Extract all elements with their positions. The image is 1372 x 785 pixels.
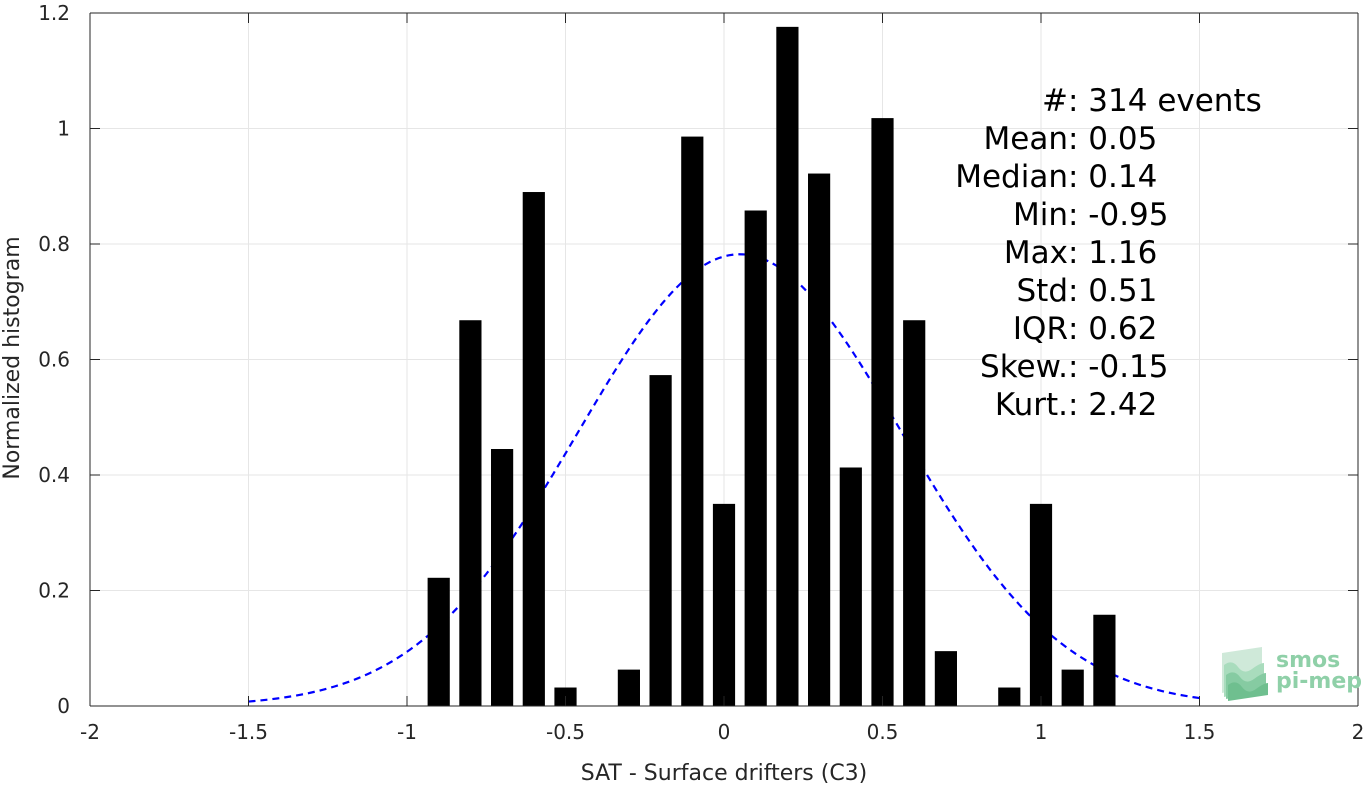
histogram-bar bbox=[776, 26, 799, 707]
normal-fit-curve-group bbox=[248, 253, 1200, 703]
y-tick-label: 0.2 bbox=[38, 579, 70, 603]
stat-value: : 0.14 bbox=[1068, 159, 1157, 195]
stat-label: IQR bbox=[1013, 311, 1068, 347]
y-tick-label: 0 bbox=[57, 694, 70, 718]
y-tick-label: 0.6 bbox=[38, 348, 70, 372]
stat-label: Std bbox=[1016, 273, 1068, 309]
stat-label: Skew. bbox=[980, 349, 1068, 385]
histogram-bar bbox=[998, 687, 1021, 706]
stat-value: : 0.62 bbox=[1068, 311, 1157, 347]
histogram-bar bbox=[681, 136, 704, 706]
stat-label: Max bbox=[1004, 235, 1068, 271]
x-axis-title: SAT - Surface drifters (C3) bbox=[581, 761, 868, 785]
stat-value: : 2.42 bbox=[1068, 387, 1157, 423]
normal-fit-curve bbox=[248, 253, 1200, 703]
y-tick-label: 1 bbox=[57, 117, 70, 141]
y-tick-labels: 0 0.2 0.4 0.6 0.8 1 1.2 bbox=[38, 1, 70, 718]
histogram-bar bbox=[903, 320, 926, 706]
axes bbox=[89, 12, 1359, 707]
stat-value: : 0.05 bbox=[1068, 121, 1157, 157]
histogram-bar bbox=[1061, 669, 1084, 706]
histogram-bar bbox=[934, 651, 957, 706]
y-tick-label: 1.2 bbox=[38, 1, 70, 25]
histogram-bar bbox=[712, 503, 736, 706]
x-tick-label: 0 bbox=[718, 720, 731, 744]
y-axis-title: Normalized histogram bbox=[0, 236, 25, 479]
x-tick-label: -1 bbox=[397, 720, 417, 744]
stat-value: : -0.15 bbox=[1068, 349, 1169, 385]
histogram-bar bbox=[491, 449, 514, 706]
histogram-bar bbox=[459, 320, 482, 706]
y-tick-label: 0.4 bbox=[38, 463, 70, 487]
stat-label: Kurt. bbox=[995, 387, 1068, 423]
histogram-bar bbox=[1093, 614, 1116, 706]
stat-value: : -0.95 bbox=[1068, 197, 1169, 233]
x-tick-label: 2 bbox=[1352, 720, 1365, 744]
stat-value: : 314 events bbox=[1068, 83, 1262, 119]
x-tick-label: -0.5 bbox=[546, 720, 585, 744]
histogram-bar bbox=[744, 210, 767, 706]
x-tick-labels: -2 -1.5 -1 -0.5 0 0.5 1 1.5 2 bbox=[80, 720, 1364, 744]
histogram-bar bbox=[649, 375, 672, 706]
stat-value: : 1.16 bbox=[1068, 235, 1157, 271]
stat-label: # bbox=[1042, 83, 1068, 119]
stat-label: Mean bbox=[984, 121, 1068, 157]
y-tick-label: 0.8 bbox=[38, 232, 70, 256]
logo-text-smos: smos bbox=[1276, 648, 1340, 673]
x-tick-label: 0.5 bbox=[867, 720, 899, 744]
x-tick-label: -1.5 bbox=[229, 720, 268, 744]
histogram-bar bbox=[808, 173, 831, 707]
x-tick-label: -2 bbox=[80, 720, 100, 744]
histogram-bar bbox=[871, 118, 894, 707]
stat-label: Median bbox=[955, 159, 1068, 195]
x-tick-label: 1.5 bbox=[1184, 720, 1216, 744]
histogram-bar bbox=[839, 467, 862, 706]
logo-text-pimep: pi-mep bbox=[1276, 669, 1362, 694]
smos-pimep-logo: smos pi-mep bbox=[1222, 647, 1362, 701]
histogram-bar bbox=[617, 669, 640, 706]
histogram-bars bbox=[427, 26, 1116, 707]
stat-value: : 0.51 bbox=[1068, 273, 1157, 309]
histogram-bar bbox=[427, 577, 450, 706]
stat-label: Min bbox=[1013, 197, 1068, 233]
histogram-bar bbox=[522, 192, 545, 706]
logo-mark-icon bbox=[1222, 647, 1268, 701]
histogram-bar bbox=[1029, 503, 1053, 706]
x-tick-label: 1 bbox=[1035, 720, 1048, 744]
